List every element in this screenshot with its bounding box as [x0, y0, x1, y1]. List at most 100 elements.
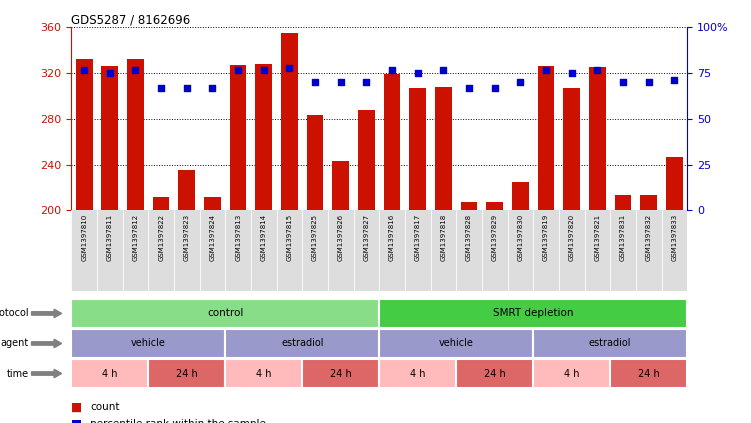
Text: GSM1397817: GSM1397817 — [415, 214, 421, 261]
Bar — [251, 210, 276, 291]
Bar — [76, 60, 92, 210]
Bar — [533, 359, 610, 388]
Bar — [71, 210, 97, 291]
Bar — [384, 74, 400, 210]
Point — [104, 70, 116, 77]
Text: 4 h: 4 h — [102, 368, 118, 379]
Text: 4 h: 4 h — [564, 368, 580, 379]
Text: GSM1397815: GSM1397815 — [286, 214, 292, 261]
Point — [309, 79, 321, 86]
Text: GSM1397818: GSM1397818 — [440, 214, 446, 261]
Bar — [662, 210, 687, 291]
Bar — [306, 115, 324, 210]
Text: protocol: protocol — [0, 308, 29, 319]
Bar — [614, 195, 632, 210]
Text: 24 h: 24 h — [638, 368, 659, 379]
Point — [78, 66, 90, 73]
Text: GSM1397811: GSM1397811 — [107, 214, 113, 261]
Bar — [584, 210, 610, 291]
Bar — [559, 210, 584, 291]
Text: agent: agent — [0, 338, 29, 349]
Bar — [225, 210, 251, 291]
Text: GSM1397830: GSM1397830 — [517, 214, 523, 261]
Bar — [255, 64, 272, 210]
Bar — [666, 157, 683, 210]
Text: GSM1397826: GSM1397826 — [338, 214, 344, 261]
Point — [181, 85, 193, 91]
Text: GDS5287 / 8162696: GDS5287 / 8162696 — [71, 14, 191, 26]
Bar — [71, 359, 149, 388]
Text: GSM1397827: GSM1397827 — [363, 214, 369, 261]
Point — [437, 66, 449, 73]
Text: estradiol: estradiol — [281, 338, 324, 349]
Bar — [71, 299, 379, 328]
Point — [540, 66, 552, 73]
Bar — [149, 210, 174, 291]
Text: ■: ■ — [71, 401, 83, 413]
Bar — [405, 210, 430, 291]
Bar — [430, 210, 457, 291]
Point — [232, 66, 244, 73]
Text: SMRT depletion: SMRT depletion — [493, 308, 574, 319]
Bar — [487, 202, 503, 210]
Text: GSM1397831: GSM1397831 — [620, 214, 626, 261]
Text: 24 h: 24 h — [176, 368, 198, 379]
Bar — [225, 329, 379, 358]
Bar — [379, 359, 457, 388]
Bar — [122, 210, 149, 291]
Text: GSM1397821: GSM1397821 — [594, 214, 600, 261]
Text: GSM1397825: GSM1397825 — [312, 214, 318, 261]
Bar — [276, 210, 303, 291]
Text: GSM1397816: GSM1397816 — [389, 214, 395, 261]
Text: GSM1397832: GSM1397832 — [646, 214, 652, 261]
Bar — [533, 210, 559, 291]
Bar — [97, 210, 122, 291]
Bar — [303, 359, 379, 388]
Text: GSM1397820: GSM1397820 — [569, 214, 575, 261]
Point — [643, 79, 655, 86]
Text: GSM1397823: GSM1397823 — [184, 214, 190, 261]
Text: 4 h: 4 h — [256, 368, 272, 379]
Text: 4 h: 4 h — [410, 368, 426, 379]
Text: GSM1397819: GSM1397819 — [543, 214, 549, 261]
Text: 24 h: 24 h — [330, 368, 351, 379]
Bar — [127, 60, 144, 210]
Bar — [200, 210, 225, 291]
Point — [591, 66, 603, 73]
Point — [566, 70, 578, 77]
Text: percentile rank within the sample: percentile rank within the sample — [90, 419, 266, 423]
Bar — [328, 210, 354, 291]
Text: 24 h: 24 h — [484, 368, 505, 379]
Bar — [482, 210, 508, 291]
Bar — [179, 170, 195, 210]
Bar — [610, 359, 687, 388]
Bar — [457, 210, 482, 291]
Bar — [508, 210, 533, 291]
Point — [668, 77, 680, 84]
Bar — [409, 88, 426, 210]
Point — [360, 79, 372, 86]
Text: GSM1397814: GSM1397814 — [261, 214, 267, 261]
Point — [258, 66, 270, 73]
Bar — [641, 195, 657, 210]
Bar — [71, 329, 225, 358]
Bar — [149, 359, 225, 388]
Bar — [333, 161, 349, 210]
Bar — [225, 359, 303, 388]
Point — [514, 79, 526, 86]
Text: GSM1397812: GSM1397812 — [132, 214, 138, 261]
Text: GSM1397833: GSM1397833 — [671, 214, 677, 261]
Point — [617, 79, 629, 86]
Text: count: count — [90, 402, 119, 412]
Bar — [303, 210, 328, 291]
Bar — [358, 110, 375, 210]
Bar — [538, 66, 554, 210]
Text: estradiol: estradiol — [589, 338, 632, 349]
Bar — [281, 33, 298, 210]
Point — [412, 70, 424, 77]
Bar — [379, 329, 533, 358]
Text: GSM1397813: GSM1397813 — [235, 214, 241, 261]
Point — [283, 64, 295, 71]
Text: vehicle: vehicle — [131, 338, 166, 349]
Text: GSM1397829: GSM1397829 — [492, 214, 498, 261]
